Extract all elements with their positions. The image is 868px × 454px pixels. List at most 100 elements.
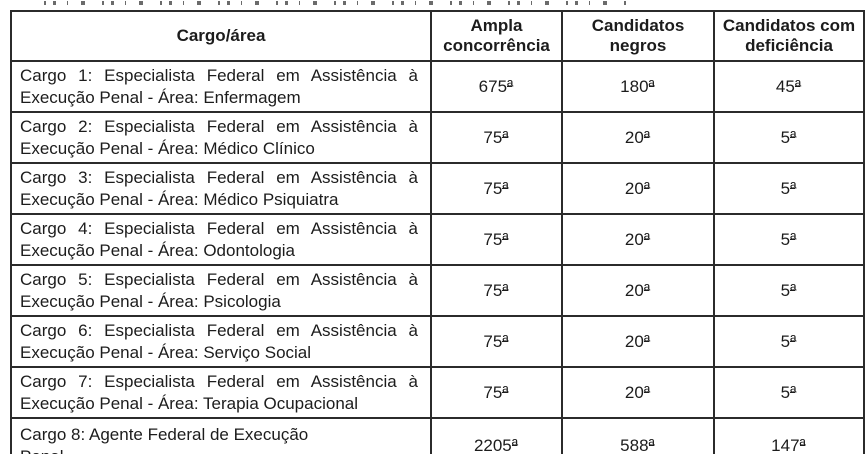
table-header: Cargo/área Ampla concorrência Candidatos… bbox=[10, 10, 865, 62]
vacancy-number: 75 bbox=[483, 331, 503, 351]
vacancy-number: 75 bbox=[483, 178, 503, 198]
vacancy-number: 20 bbox=[624, 382, 644, 402]
cargo-label: Cargo 7: Especialista Federal em Assistê… bbox=[20, 371, 418, 413]
column-header-ampla-concorrencia: Ampla concorrência bbox=[430, 10, 563, 62]
deficiencia-cell: 45ª bbox=[713, 60, 865, 113]
negros-cell: 20ª bbox=[561, 111, 715, 164]
vacancy-number: 5 bbox=[780, 331, 791, 351]
ordinal-indicator: ª bbox=[511, 435, 519, 454]
vacancy-number: 20 bbox=[624, 127, 644, 147]
table-row-cargo-3: Cargo 3: Especialista Federal em Assistê… bbox=[10, 162, 865, 215]
cargo-cell: Cargo 8: Agente Federal de Execução Pena… bbox=[10, 417, 432, 454]
negros-cell: 20ª bbox=[561, 213, 715, 266]
negros-cell: 20ª bbox=[561, 366, 715, 419]
negros-cell: 20ª bbox=[561, 315, 715, 368]
ordinal-indicator: ª bbox=[648, 435, 655, 454]
column-header-candidatos-negros: Candidatos negros bbox=[561, 10, 715, 62]
vacancy-number: 5 bbox=[780, 382, 791, 402]
ordinal-indicator: ª bbox=[790, 331, 797, 351]
vacancy-number: 75 bbox=[483, 127, 503, 147]
ampla-cell: 75ª bbox=[430, 366, 563, 419]
vacancy-number: 45 bbox=[775, 76, 795, 96]
deficiencia-cell: 5ª bbox=[713, 366, 865, 419]
table-row-cargo-1: Cargo 1: Especialista Federal em Assistê… bbox=[10, 60, 865, 113]
ordinal-indicator: ª bbox=[790, 229, 797, 249]
vacancy-number: 20 bbox=[624, 178, 644, 198]
cropped-text-remnant bbox=[44, 1, 632, 5]
deficiencia-cell: 147ª bbox=[713, 417, 865, 454]
ordinal-indicator: ª bbox=[790, 382, 797, 402]
cargo-cell: Cargo 6: Especialista Federal em Assistê… bbox=[10, 315, 432, 368]
ordinal-indicator: ª bbox=[794, 76, 802, 96]
cargo-label: Cargo 6: Especialista Federal em Assistê… bbox=[20, 320, 418, 362]
ampla-cell: 75ª bbox=[430, 315, 563, 368]
header-row: Cargo/área Ampla concorrência Candidatos… bbox=[10, 10, 865, 62]
cargo-label: Cargo 8: Agente Federal de Execução Pena… bbox=[20, 424, 309, 454]
ordinal-indicator: ª bbox=[502, 127, 509, 147]
cargo-cell: Cargo 3: Especialista Federal em Assistê… bbox=[10, 162, 432, 215]
vacancy-number: 75 bbox=[483, 382, 503, 402]
table-row-cargo-5: Cargo 5: Especialista Federal em Assistê… bbox=[10, 264, 865, 317]
vacancy-number: 75 bbox=[483, 229, 503, 249]
cargo-cell: Cargo 1: Especialista Federal em Assistê… bbox=[10, 60, 432, 113]
ordinal-indicator: ª bbox=[502, 280, 509, 300]
negros-cell: 20ª bbox=[561, 264, 715, 317]
column-header-label: Candidatos com deficiência bbox=[722, 16, 856, 55]
ampla-cell: 75ª bbox=[430, 264, 563, 317]
negros-cell: 180ª bbox=[561, 60, 715, 113]
deficiencia-cell: 5ª bbox=[713, 111, 865, 164]
column-header-candidatos-deficiencia: Candidatos com deficiência bbox=[713, 10, 865, 62]
cargo-label: Cargo 3: Especialista Federal em Assistê… bbox=[20, 167, 418, 209]
deficiencia-cell: 5ª bbox=[713, 315, 865, 368]
vacancy-number: 147 bbox=[771, 435, 800, 454]
negros-cell: 20ª bbox=[561, 162, 715, 215]
cargo-label: Cargo 1: Especialista Federal em Assistê… bbox=[20, 65, 418, 107]
ordinal-indicator: ª bbox=[799, 435, 806, 454]
table-row-cargo-4: Cargo 4: Especialista Federal em Assistê… bbox=[10, 213, 865, 266]
ordinal-indicator: ª bbox=[790, 280, 797, 300]
column-header-label: Ampla concorrência bbox=[443, 16, 550, 55]
cargo-cell: Cargo 5: Especialista Federal em Assistê… bbox=[10, 264, 432, 317]
ordinal-indicator: ª bbox=[643, 127, 651, 147]
vacancy-number: 180 bbox=[620, 76, 649, 96]
ordinal-indicator: ª bbox=[502, 229, 509, 249]
ampla-cell: 675ª bbox=[430, 60, 563, 113]
column-header-label: Candidatos negros bbox=[591, 16, 685, 55]
column-header-cargo: Cargo/área bbox=[10, 10, 432, 62]
vacancy-number: 588 bbox=[620, 435, 649, 454]
ampla-cell: 75ª bbox=[430, 111, 563, 164]
deficiencia-cell: 5ª bbox=[713, 162, 865, 215]
ordinal-indicator: ª bbox=[790, 127, 797, 147]
cargo-cell: Cargo 4: Especialista Federal em Assistê… bbox=[10, 213, 432, 266]
table-row-cargo-2: Cargo 2: Especialista Federal em Assistê… bbox=[10, 111, 865, 164]
table-row-cargo-6: Cargo 6: Especialista Federal em Assistê… bbox=[10, 315, 865, 368]
table-row-cargo-7: Cargo 7: Especialista Federal em Assistê… bbox=[10, 366, 865, 419]
vacancy-number: 20 bbox=[624, 331, 644, 351]
ordinal-indicator: ª bbox=[502, 382, 509, 402]
table-row-cargo-8: Cargo 8: Agente Federal de Execução Pena… bbox=[10, 417, 865, 454]
ordinal-indicator: ª bbox=[643, 331, 651, 351]
ordinal-indicator: ª bbox=[643, 280, 651, 300]
vacancy-number: 2205 bbox=[473, 435, 512, 454]
ordinal-indicator: ª bbox=[643, 382, 651, 402]
column-header-label: Cargo/área bbox=[176, 26, 266, 45]
ordinal-indicator: ª bbox=[643, 178, 651, 198]
negros-cell: 588ª bbox=[561, 417, 715, 454]
deficiencia-cell: 5ª bbox=[713, 264, 865, 317]
vacancy-number: 675 bbox=[478, 76, 508, 96]
cargo-label: Cargo 4: Especialista Federal em Assistê… bbox=[20, 218, 418, 260]
vacancy-number: 75 bbox=[483, 280, 503, 300]
cargo-label: Cargo 5: Especialista Federal em Assistê… bbox=[20, 269, 418, 311]
vacancy-number: 5 bbox=[780, 280, 791, 300]
cargo-label: Cargo 2: Especialista Federal em Assistê… bbox=[20, 116, 418, 158]
vacancy-number: 5 bbox=[780, 127, 791, 147]
ampla-cell: 2205ª bbox=[430, 417, 563, 454]
ordinal-indicator: ª bbox=[643, 229, 651, 249]
ampla-cell: 75ª bbox=[430, 162, 563, 215]
cargo-cell: Cargo 2: Especialista Federal em Assistê… bbox=[10, 111, 432, 164]
ordinal-indicator: ª bbox=[502, 178, 509, 198]
vacancy-number: 5 bbox=[780, 178, 791, 198]
ordinal-indicator: ª bbox=[790, 178, 797, 198]
vacancy-number: 20 bbox=[624, 229, 644, 249]
